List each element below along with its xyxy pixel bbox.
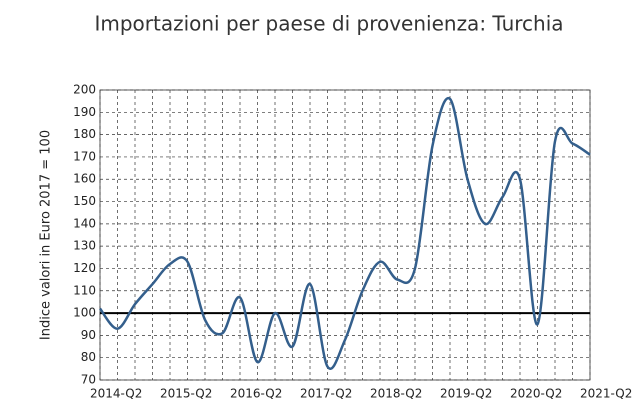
y-tick-label: 170 xyxy=(73,149,96,163)
y-axis-label: Indice valori in Euro 2017 = 100 xyxy=(39,130,54,340)
y-tick-label: 110 xyxy=(73,283,96,297)
chart-title: Importazioni per paese di provenienza: T… xyxy=(94,12,563,36)
y-tick-label: 130 xyxy=(73,239,96,253)
x-tick-label: 2015-Q2 xyxy=(160,387,212,401)
y-tick-label: 100 xyxy=(73,306,96,320)
x-tick-label: 2021-Q2 xyxy=(580,387,632,401)
x-tick-label: 2014-Q2 xyxy=(90,387,142,401)
y-tick-label: 70 xyxy=(81,373,96,387)
x-tick-label: 2016-Q2 xyxy=(230,387,282,401)
x-tick-label: 2020-Q2 xyxy=(510,387,562,401)
data-line xyxy=(98,96,591,370)
x-tick-label: 2017-Q2 xyxy=(300,387,352,401)
y-tick-label: 200 xyxy=(73,83,96,97)
y-tick-label: 140 xyxy=(73,216,96,230)
y-tick-label: 150 xyxy=(73,194,96,208)
y-tick-label: 190 xyxy=(73,105,96,119)
y-tick-label: 80 xyxy=(81,350,96,364)
y-tick-label: 180 xyxy=(73,127,96,141)
y-tick-label: 90 xyxy=(81,328,96,342)
x-tick-label: 2019-Q2 xyxy=(440,387,492,401)
y-tick-label: 120 xyxy=(73,261,96,275)
y-tick-label: 160 xyxy=(73,172,96,186)
x-tick-label: 2018-Q2 xyxy=(370,387,422,401)
